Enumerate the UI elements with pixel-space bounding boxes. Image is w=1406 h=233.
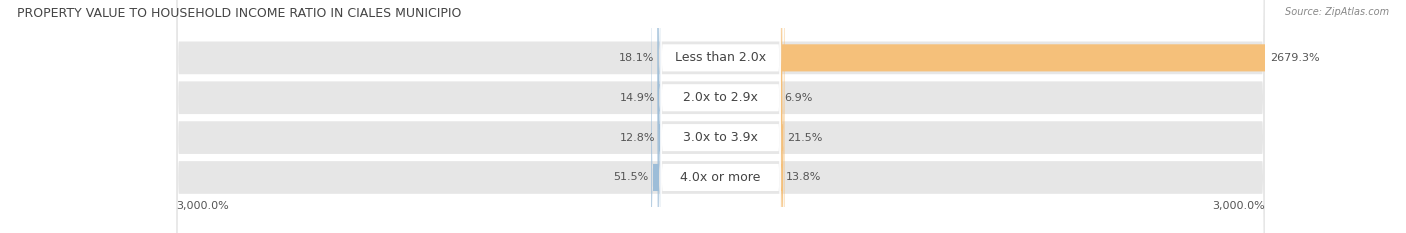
FancyBboxPatch shape [780, 0, 785, 233]
Text: 2.0x to 2.9x: 2.0x to 2.9x [683, 91, 758, 104]
Text: 12.8%: 12.8% [620, 133, 655, 143]
Text: Source: ZipAtlas.com: Source: ZipAtlas.com [1285, 7, 1389, 17]
FancyBboxPatch shape [658, 0, 661, 233]
FancyBboxPatch shape [661, 0, 780, 233]
Text: 6.9%: 6.9% [785, 93, 813, 103]
FancyBboxPatch shape [177, 0, 1264, 233]
FancyBboxPatch shape [780, 0, 782, 233]
FancyBboxPatch shape [780, 0, 1267, 233]
Text: 3,000.0%: 3,000.0% [177, 201, 229, 211]
Text: 13.8%: 13.8% [786, 172, 821, 182]
FancyBboxPatch shape [658, 0, 661, 233]
FancyBboxPatch shape [177, 0, 1264, 233]
FancyBboxPatch shape [661, 0, 780, 233]
FancyBboxPatch shape [780, 0, 783, 233]
FancyBboxPatch shape [661, 0, 780, 233]
Text: 4.0x or more: 4.0x or more [681, 171, 761, 184]
Text: 14.9%: 14.9% [620, 93, 655, 103]
FancyBboxPatch shape [177, 0, 1264, 233]
Text: 3,000.0%: 3,000.0% [1212, 201, 1264, 211]
Text: PROPERTY VALUE TO HOUSEHOLD INCOME RATIO IN CIALES MUNICIPIO: PROPERTY VALUE TO HOUSEHOLD INCOME RATIO… [17, 7, 461, 20]
Text: 3.0x to 3.9x: 3.0x to 3.9x [683, 131, 758, 144]
Text: Less than 2.0x: Less than 2.0x [675, 51, 766, 64]
FancyBboxPatch shape [651, 0, 661, 233]
Text: 21.5%: 21.5% [787, 133, 823, 143]
FancyBboxPatch shape [177, 0, 1264, 233]
Text: 18.1%: 18.1% [619, 53, 655, 63]
FancyBboxPatch shape [661, 0, 780, 233]
Text: 51.5%: 51.5% [613, 172, 648, 182]
Text: 2679.3%: 2679.3% [1270, 53, 1319, 63]
FancyBboxPatch shape [658, 0, 661, 233]
